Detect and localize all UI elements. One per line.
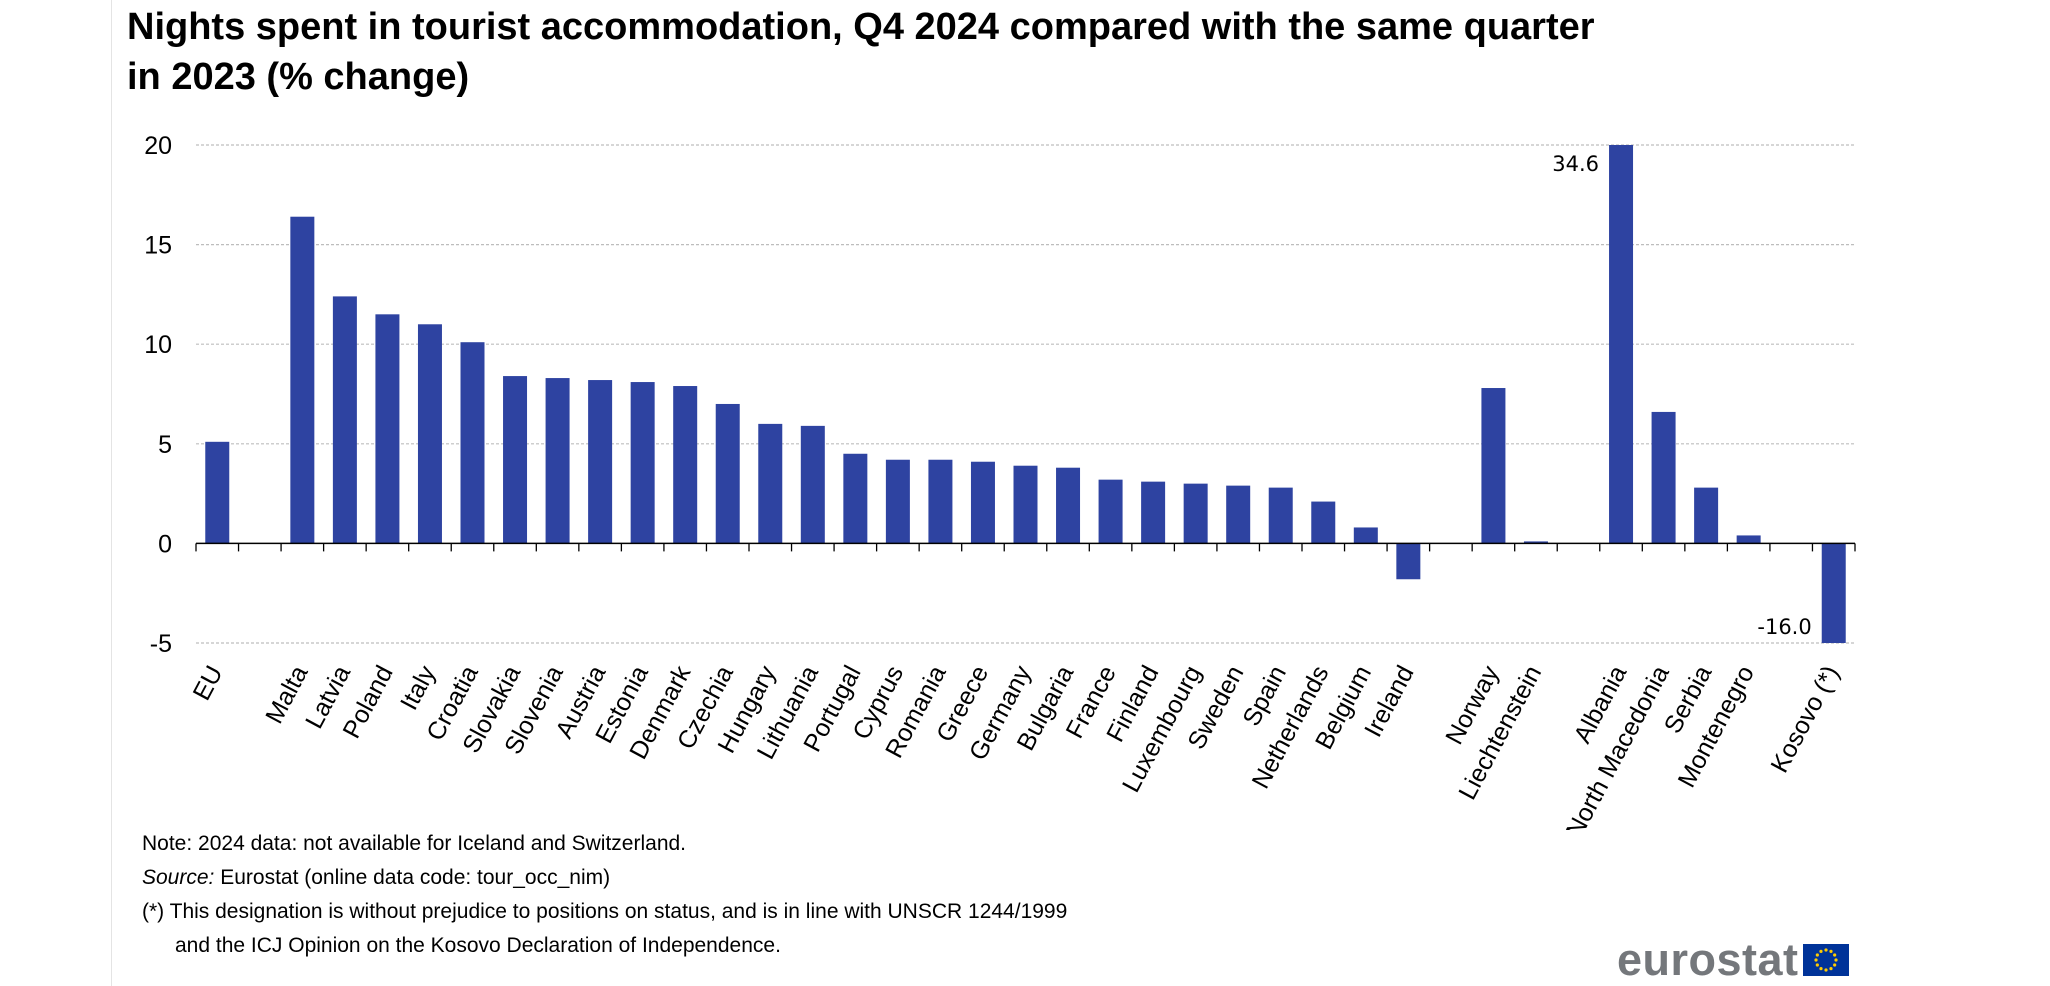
y-tick-label: 10 bbox=[144, 331, 172, 359]
bar bbox=[885, 459, 910, 544]
y-tick-label: 15 bbox=[144, 232, 172, 260]
bar bbox=[460, 342, 485, 544]
data-label: -16.0 bbox=[1757, 615, 1811, 639]
flag-star bbox=[1823, 948, 1828, 952]
source-line: Source: Eurostat (online data code: tour… bbox=[142, 861, 1067, 895]
bar bbox=[1396, 543, 1421, 580]
bar bbox=[205, 441, 230, 544]
flag-star bbox=[1818, 949, 1823, 953]
bar bbox=[630, 382, 655, 544]
bar bbox=[800, 425, 825, 544]
source-text: Eurostat (online data code: tour_occ_nim… bbox=[214, 866, 611, 889]
bar bbox=[1736, 535, 1761, 544]
page-left-rule bbox=[111, 0, 112, 986]
flag-star bbox=[1828, 949, 1833, 953]
bar bbox=[1056, 467, 1081, 544]
bar bbox=[758, 423, 783, 544]
bar bbox=[1268, 487, 1293, 544]
bar bbox=[1183, 483, 1208, 544]
bar bbox=[290, 216, 315, 544]
eurostat-logo: eurostat bbox=[1617, 935, 1849, 985]
bar bbox=[1226, 485, 1251, 544]
bar bbox=[1523, 541, 1548, 544]
bar bbox=[673, 386, 698, 544]
bar bbox=[1651, 411, 1676, 544]
chart-notes: Note: 2024 data: not available for Icela… bbox=[142, 827, 1067, 963]
bar bbox=[503, 376, 528, 544]
bar bbox=[970, 461, 995, 544]
flag-star bbox=[1833, 958, 1838, 962]
footnote-line-2: and the ICJ Opinion on the Kosovo Declar… bbox=[175, 934, 781, 957]
bar bbox=[1098, 479, 1123, 544]
bar bbox=[332, 296, 357, 544]
flag-star bbox=[1818, 967, 1823, 971]
y-tick-label: 0 bbox=[158, 530, 172, 558]
eu-flag-icon bbox=[1802, 944, 1849, 976]
category-label: EU bbox=[188, 661, 229, 705]
flag-star bbox=[1815, 963, 1819, 967]
note-text: Note: 2024 data: not available for Icela… bbox=[142, 832, 687, 855]
data-label: 34.6 bbox=[1552, 152, 1599, 176]
bar bbox=[928, 459, 953, 544]
flag-star bbox=[1832, 963, 1836, 967]
bar bbox=[1609, 145, 1634, 544]
bar bbox=[1311, 501, 1336, 544]
source-label: Source: bbox=[142, 866, 215, 889]
bar bbox=[417, 324, 442, 544]
y-tick-label: -5 bbox=[150, 630, 172, 658]
bar bbox=[1481, 388, 1506, 544]
bar bbox=[1141, 481, 1166, 544]
bar bbox=[1821, 543, 1846, 643]
bar bbox=[1353, 527, 1378, 544]
logo-text: eurostat bbox=[1617, 934, 1799, 985]
bar bbox=[843, 453, 868, 544]
footnote-line-1: (*) This designation is without prejudic… bbox=[142, 900, 1068, 923]
y-tick-label: 5 bbox=[158, 431, 172, 459]
bar bbox=[375, 314, 400, 544]
bar bbox=[1013, 465, 1038, 544]
flag-star bbox=[1813, 958, 1818, 962]
flag-star bbox=[1828, 967, 1833, 971]
bar bbox=[1694, 487, 1719, 544]
flag-star bbox=[1832, 953, 1836, 957]
y-tick-label: 20 bbox=[144, 132, 172, 160]
flag-star bbox=[1823, 968, 1828, 972]
bar bbox=[545, 378, 570, 544]
chart-title: Nights spent in tourist accommodation, Q… bbox=[127, 6, 1595, 98]
category-label: Kosovo (*) bbox=[1766, 661, 1846, 777]
bar bbox=[588, 380, 613, 544]
bar bbox=[715, 403, 740, 544]
flag-star bbox=[1815, 953, 1819, 957]
